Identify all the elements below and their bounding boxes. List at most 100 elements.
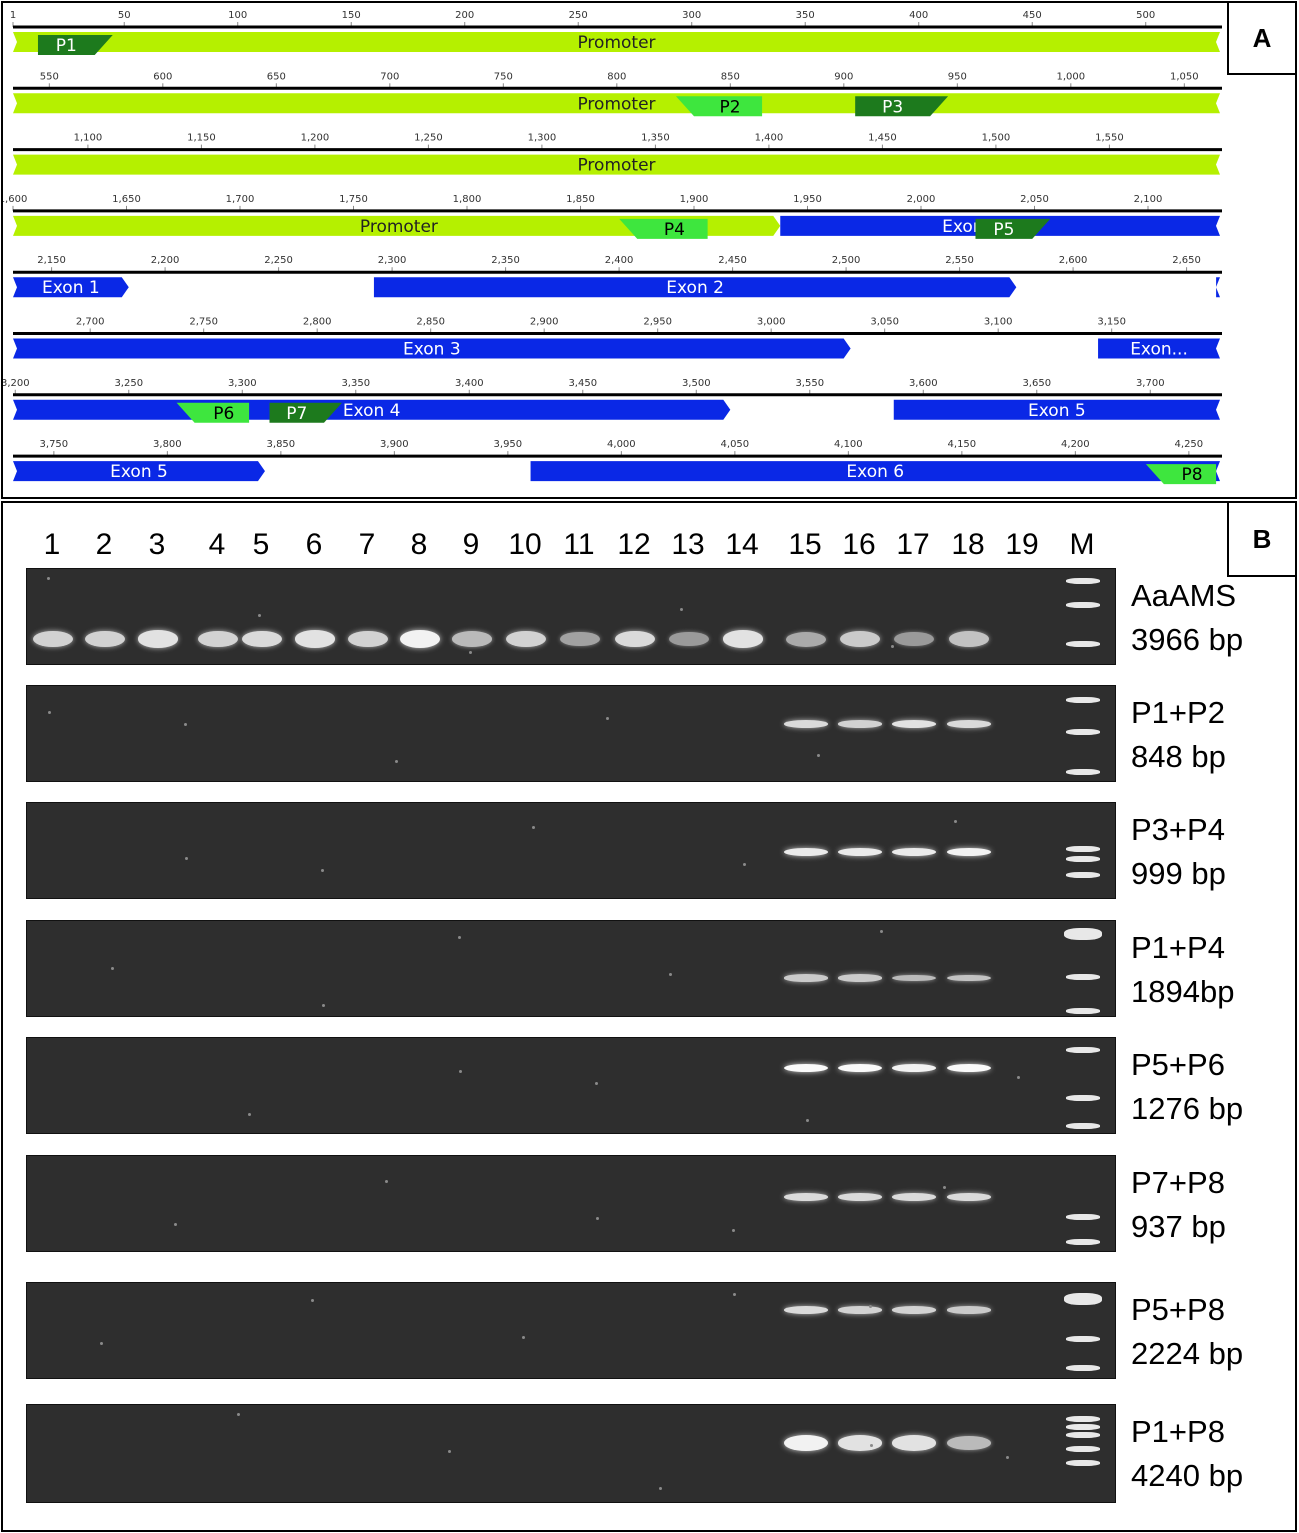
- ladder-band: [1066, 729, 1100, 735]
- gel-image: [26, 1037, 1116, 1134]
- gel-band: [947, 1306, 991, 1314]
- feature-label: Promoter: [360, 217, 438, 237]
- tick-label: 3,200: [3, 378, 30, 389]
- gel-band: [348, 630, 388, 648]
- primer-label: P1: [56, 36, 77, 56]
- primer-p3: [855, 96, 949, 117]
- gel-band: [949, 631, 989, 647]
- feature-label: Exon 4: [343, 401, 401, 421]
- tick-label: 1,650: [112, 194, 141, 205]
- gel-band: [138, 630, 178, 648]
- panel-a-letter: A: [1227, 1, 1297, 75]
- lane-label: 16: [842, 528, 876, 561]
- tick-label: 2,250: [264, 255, 293, 266]
- tick-label: 1,500: [982, 133, 1011, 144]
- tick-label: 3,250: [114, 378, 143, 389]
- gel-image: [26, 568, 1116, 665]
- gel-label: P5+P8 2224 bp: [1131, 1288, 1243, 1376]
- gel-speck: [733, 1293, 736, 1296]
- gel-speck: [385, 1180, 388, 1183]
- lane-label: 2: [95, 528, 113, 561]
- primer-p6: [176, 402, 250, 423]
- ladder-band: [1066, 1446, 1100, 1452]
- gel-band: [892, 974, 936, 982]
- gel-band: [784, 1193, 828, 1201]
- gel-image: [26, 920, 1116, 1017]
- lane-label: 7: [358, 528, 376, 561]
- gel-label: P1+P8 4240 bp: [1131, 1410, 1243, 1498]
- ladder-band: [1064, 1293, 1102, 1305]
- gel-speck: [732, 1229, 735, 1232]
- lane-label: M: [1069, 528, 1095, 561]
- gel-speck: [237, 1413, 240, 1416]
- ladder-band: [1066, 641, 1100, 647]
- gel-band: [669, 631, 709, 647]
- tick-label: 3,750: [40, 439, 69, 450]
- feature-label: Exon 5: [1028, 401, 1086, 421]
- tick-label: 3,450: [568, 378, 597, 389]
- tick-label: 3,950: [494, 439, 523, 450]
- tick-label: 1,450: [868, 133, 897, 144]
- gel-speck: [258, 614, 261, 617]
- lane-label: 15: [788, 528, 822, 561]
- ladder-band: [1066, 1008, 1100, 1014]
- tick-label: 550: [40, 71, 59, 82]
- lane-label: 1: [43, 528, 61, 561]
- tick-label: 3,300: [228, 378, 257, 389]
- feature-label: Exon 1: [42, 278, 100, 298]
- gel-speck: [458, 936, 461, 939]
- primer-label: P5: [993, 220, 1014, 240]
- gel-speck: [48, 711, 51, 714]
- gel-target: P1+P8: [1131, 1414, 1225, 1449]
- tick-label: 1,250: [414, 133, 443, 144]
- ladder-band: [1066, 1336, 1100, 1342]
- feature-label: Exon...: [1130, 340, 1188, 360]
- tick-label: 100: [228, 10, 247, 21]
- gel-speck: [595, 1082, 598, 1085]
- feature-label: Exon 5: [110, 462, 168, 482]
- lane-label: 10: [508, 528, 542, 561]
- gel-target: P5+P8: [1131, 1292, 1225, 1327]
- primer-p1: [37, 35, 113, 55]
- gel-band: [506, 630, 546, 648]
- tick-label: 2,150: [37, 255, 66, 266]
- gel-target: P1+P4: [1131, 930, 1225, 965]
- gel-image: [26, 1155, 1116, 1252]
- gel-speck: [448, 1450, 451, 1453]
- gel-speck: [47, 577, 50, 580]
- tick-label: 2,950: [643, 317, 672, 328]
- ladder-band: [1066, 1047, 1100, 1053]
- gel-band: [838, 1193, 882, 1201]
- lane-label: 4: [208, 528, 226, 561]
- gel-band: [838, 1064, 882, 1072]
- tick-label: 3,550: [795, 378, 824, 389]
- gel-speck: [596, 1217, 599, 1220]
- feature-label: Promoter: [577, 156, 655, 176]
- promoter-feature: [13, 154, 1220, 175]
- gel-speck: [248, 1113, 251, 1116]
- gel-band: [947, 848, 991, 856]
- ladder-band: [1066, 769, 1100, 775]
- gel-speck: [111, 967, 114, 970]
- gel-band: [33, 630, 73, 648]
- gel-label: P5+P6 1276 bp: [1131, 1043, 1243, 1131]
- gel-speck: [1017, 1076, 1020, 1079]
- tick-label: 2,400: [605, 255, 634, 266]
- gel-speck: [395, 760, 398, 763]
- gel-speck: [891, 645, 894, 648]
- gel-target: P7+P8: [1131, 1165, 1225, 1200]
- ladder-band: [1066, 856, 1100, 862]
- lane-label: 17: [896, 528, 930, 561]
- gel-band: [615, 630, 655, 648]
- exon-feature: [13, 338, 851, 359]
- tick-label: 700: [380, 71, 399, 82]
- gel-band: [947, 720, 991, 728]
- gel-label: P1+P4 1894bp: [1131, 926, 1234, 1014]
- tick-label: 350: [796, 10, 815, 21]
- tick-label: 1,050: [1170, 71, 1199, 82]
- ladder-band: [1066, 974, 1100, 980]
- feature-label: Exon 6: [846, 462, 904, 482]
- tick-label: 4,250: [1175, 439, 1204, 450]
- tick-label: 1,350: [641, 133, 670, 144]
- ladder-band: [1066, 697, 1100, 703]
